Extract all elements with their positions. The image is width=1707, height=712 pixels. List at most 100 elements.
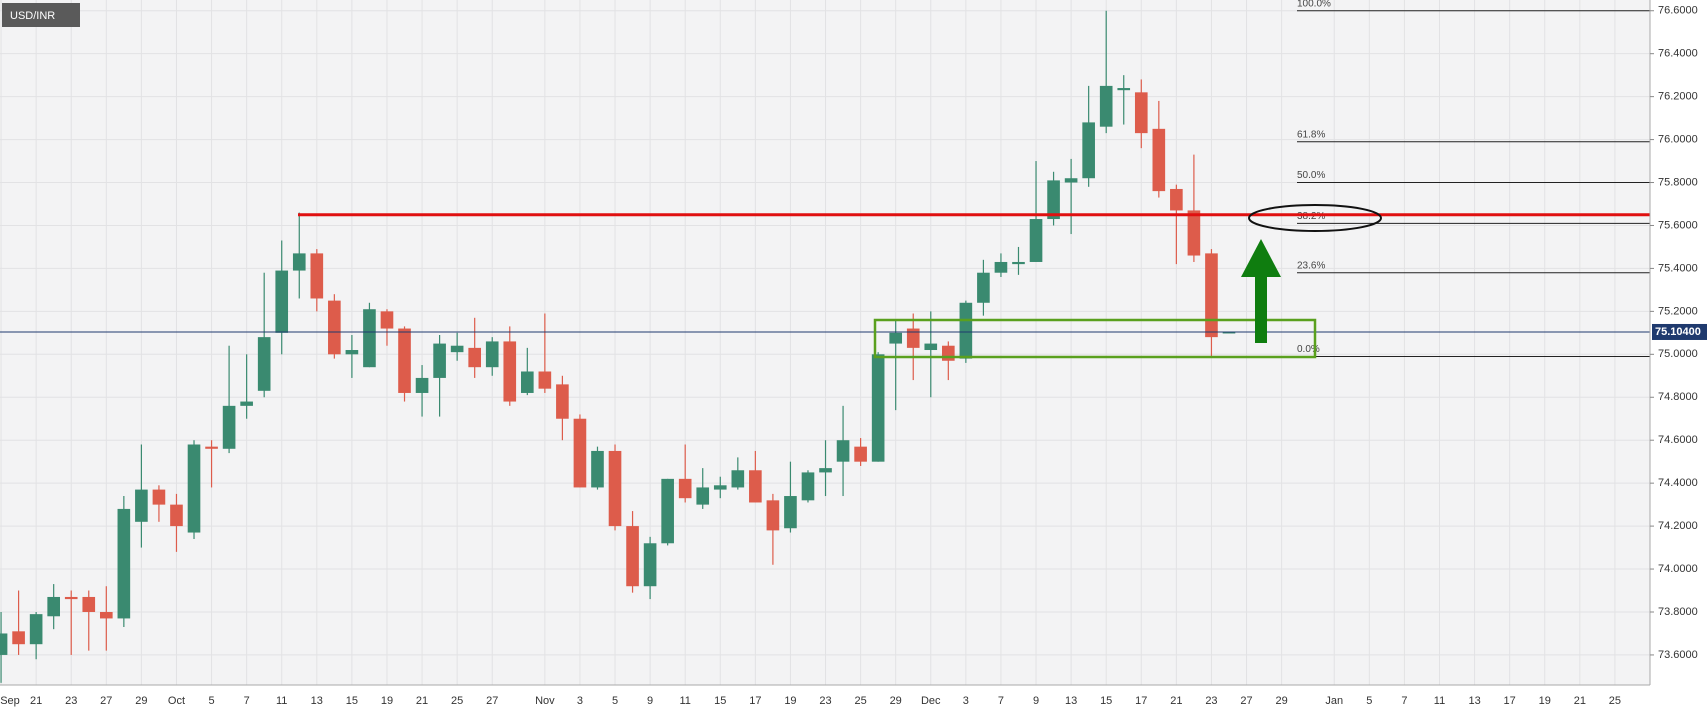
candle-body: [924, 343, 938, 351]
candle-body: [1047, 180, 1060, 220]
y-tick-label: 76.0000: [1658, 133, 1698, 145]
candle-body: [99, 611, 113, 619]
candle-body: [503, 341, 517, 402]
x-tick-label: 21: [30, 695, 42, 707]
candle-body: [713, 485, 727, 490]
candle-body: [1222, 331, 1236, 334]
x-tick-label: 3: [577, 695, 583, 707]
x-tick-label: 15: [714, 695, 726, 707]
candle-body: [977, 272, 990, 303]
x-tick-label: 23: [65, 695, 77, 707]
symbol: USD/INR: [10, 10, 55, 22]
y-tick-label: 75.4000: [1658, 262, 1698, 274]
candle-body: [573, 418, 587, 488]
y-tick-label: 76.6000: [1658, 5, 1698, 17]
x-tick-label: 13: [1468, 695, 1480, 707]
candle-body: [556, 384, 569, 419]
x-tick-label: 7: [1401, 695, 1407, 707]
x-tick-label: Nov: [535, 695, 555, 707]
x-tick-label: 25: [1609, 695, 1621, 707]
candle-body: [994, 261, 1008, 273]
fib-label: 23.6%: [1297, 260, 1325, 271]
candle-body: [152, 489, 166, 505]
candle-body: [1152, 128, 1166, 192]
marks: 100.0% 61.8% 50.0% 38.2% 23.6% 0.0%: [0, 0, 1650, 683]
candle-body: [275, 270, 289, 333]
candle-body: [784, 496, 797, 529]
candle-body: [1029, 219, 1043, 262]
candle-body: [0, 633, 8, 655]
fib-label: 100.0%: [1297, 0, 1331, 9]
candle-body: [187, 444, 201, 533]
candle-body: [1205, 253, 1218, 338]
candle-body: [626, 526, 639, 587]
candle-body: [1187, 210, 1201, 256]
candle-body: [1134, 92, 1148, 134]
candle-body: [801, 472, 815, 501]
candle-body: [205, 446, 218, 449]
candle-body: [292, 253, 306, 271]
x-tick-label: 5: [612, 695, 618, 707]
candle-body: [942, 345, 955, 361]
candle-body: [1117, 88, 1131, 91]
candle-body: [64, 596, 78, 600]
x-tick-label: 5: [208, 695, 214, 707]
x-tick-label: 11: [1434, 695, 1445, 707]
candle-body: [1099, 85, 1113, 127]
axis-panel: [1650, 0, 1707, 712]
y-tick-label: 76.4000: [1658, 48, 1698, 60]
x-tick-label: 21: [1170, 695, 1182, 707]
arrow-head: [1241, 239, 1281, 277]
y-tick-label: 74.2000: [1658, 520, 1698, 532]
x-tick-label: 15: [346, 695, 358, 707]
x-tick-label: 19: [381, 695, 393, 707]
x-tick-label: 29: [1275, 695, 1287, 707]
x-tick-label: 25: [854, 695, 866, 707]
x-tick-label: 17: [1135, 695, 1147, 707]
x-tick-label: 27: [486, 695, 498, 707]
support-box: [873, 318, 1317, 359]
y-tick-label: 74.8000: [1658, 391, 1698, 403]
x-tick-label: 19: [1539, 695, 1551, 707]
candle-body: [643, 543, 657, 587]
y-tick-label: 75.2000: [1658, 305, 1698, 317]
candle-body: [749, 470, 762, 503]
candle-body: [380, 311, 394, 329]
candle-body: [959, 302, 973, 359]
x-tick-label: 11: [276, 695, 287, 707]
candle-body: [1012, 261, 1025, 265]
fib-label: 0.0%: [1297, 344, 1320, 355]
candle-body: [415, 377, 429, 393]
candle-body: [1082, 122, 1095, 179]
candle-body: [398, 328, 411, 393]
candle-body: [871, 354, 885, 462]
grid: [0, 0, 1650, 685]
highlight-ellipse: [1248, 204, 1382, 232]
candle-body: [661, 478, 674, 544]
last-price-badge: [1652, 323, 1707, 340]
candle-body: [836, 440, 850, 462]
x-tick-label: 25: [451, 695, 463, 707]
x-tick-label: Sep: [0, 695, 20, 707]
plot-background: [0, 0, 1650, 685]
axes: 73.6000 73.8000 74.0000 74.2000 74.4000 74.60…: [0, 5, 1707, 707]
x-tick-label: 7: [244, 695, 250, 707]
fib-label: 38.2%: [1297, 211, 1325, 222]
candle-body: [468, 347, 482, 368]
candle-body: [12, 631, 25, 645]
candle-body: [731, 470, 745, 488]
x-tick-label: 9: [1033, 695, 1039, 707]
y-tick-label: 74.6000: [1658, 434, 1698, 446]
x-tick-label: 29: [135, 695, 147, 707]
x-tick-label: Jan: [1325, 695, 1343, 707]
fib-label: 50.0%: [1297, 170, 1325, 181]
x-tick-label: 29: [890, 695, 902, 707]
candle-body: [819, 468, 832, 473]
candle-body: [222, 405, 236, 449]
y-tick-label: 75.0000: [1658, 348, 1698, 360]
x-tick-label: 9: [647, 695, 653, 707]
x-tick-label: 27: [100, 695, 112, 707]
candle-body: [1064, 178, 1078, 183]
x-tick-label: 15: [1100, 695, 1112, 707]
